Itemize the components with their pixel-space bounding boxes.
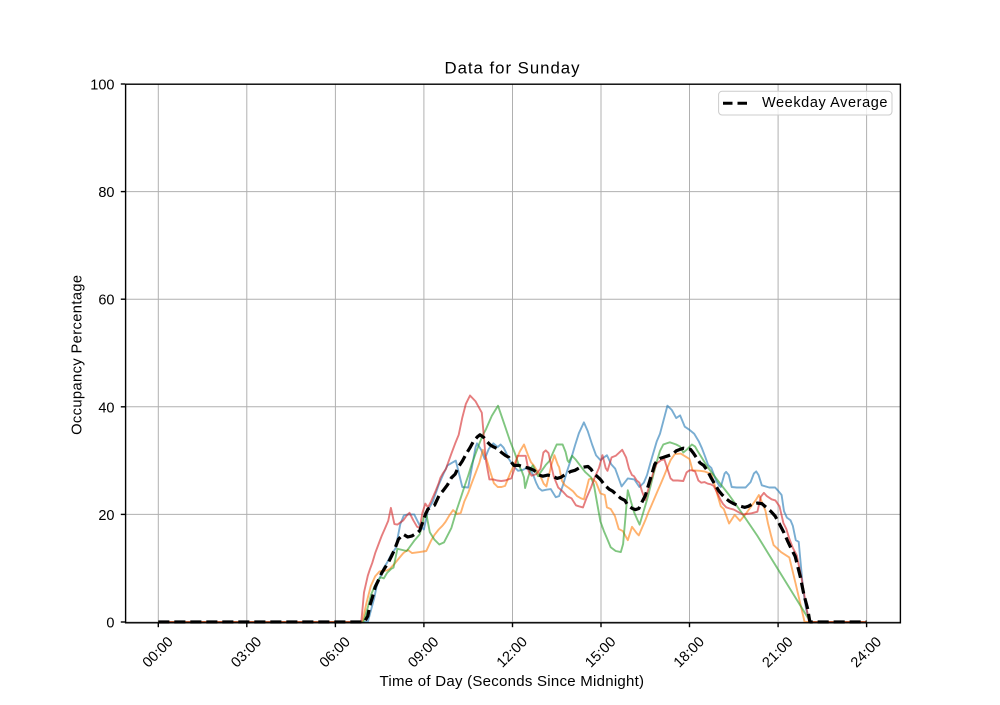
svg-text:60: 60 bbox=[98, 293, 114, 309]
svg-text:100: 100 bbox=[90, 78, 114, 94]
svg-text:Weekday Average: Weekday Average bbox=[762, 95, 888, 111]
svg-text:40: 40 bbox=[98, 400, 114, 416]
svg-text:Data for Sunday: Data for Sunday bbox=[445, 59, 581, 78]
svg-text:20: 20 bbox=[98, 508, 114, 524]
svg-text:Time of Day (Seconds Since Mid: Time of Day (Seconds Since Midnight) bbox=[380, 673, 645, 690]
svg-text:Occupancy Percentage: Occupancy Percentage bbox=[70, 275, 86, 435]
svg-text:0: 0 bbox=[106, 616, 114, 632]
svg-text:80: 80 bbox=[98, 185, 114, 201]
